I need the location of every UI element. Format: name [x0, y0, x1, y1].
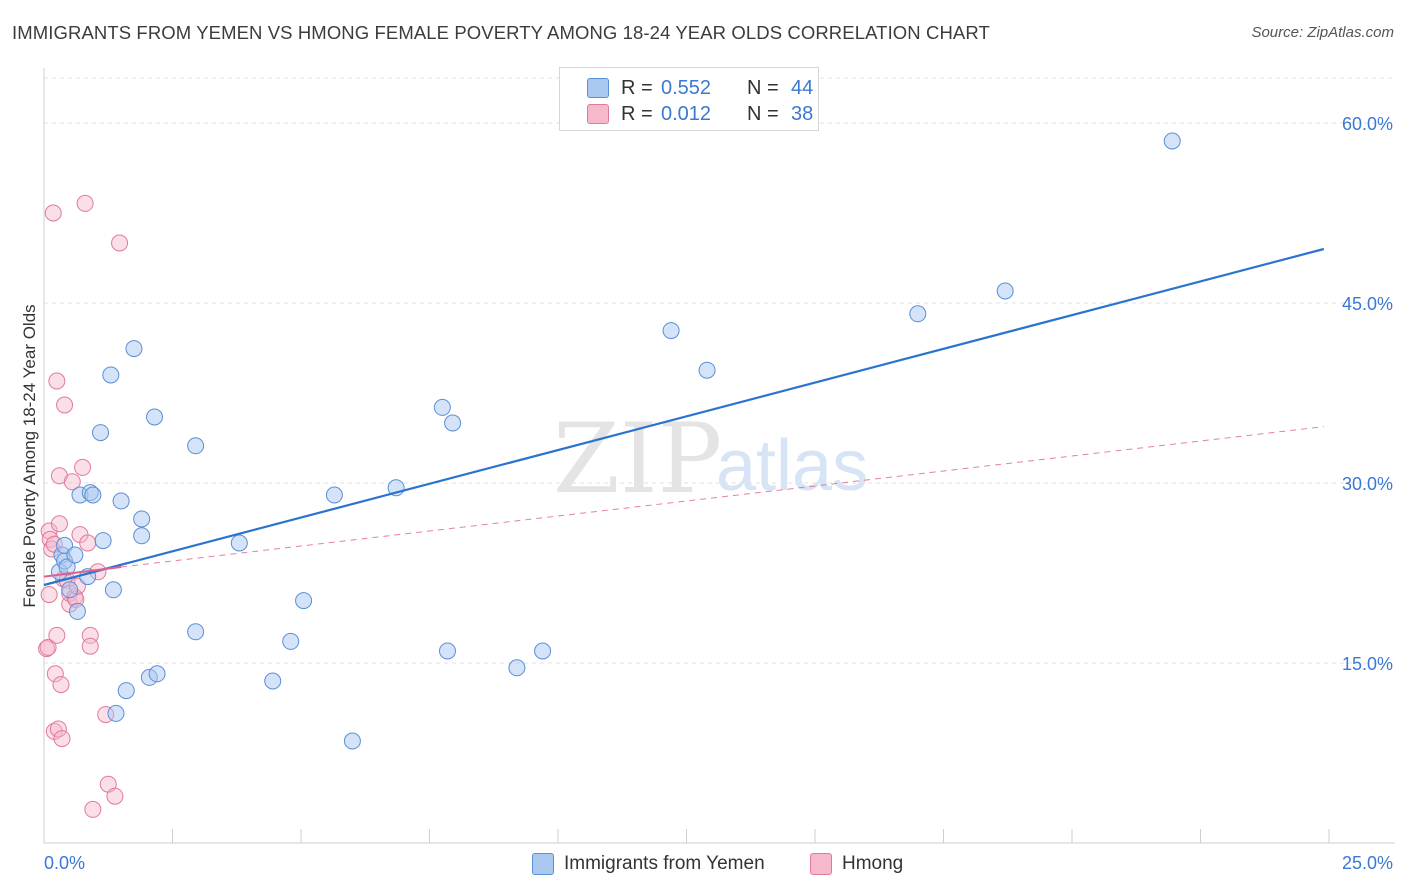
yemen-point	[94, 532, 112, 550]
yemen-point	[438, 642, 456, 660]
yemen-trend-line	[43, 247, 1325, 587]
bottom-legend-hmong: Hmong	[810, 852, 903, 876]
legend-r-value: 0.552	[661, 76, 712, 99]
hmong-point	[106, 787, 124, 805]
yemen-point	[282, 632, 300, 650]
yemen-point	[68, 602, 86, 620]
hmong-point	[53, 730, 71, 748]
chart-title: IMMIGRANTS FROM YEMEN VS HMONG FEMALE PO…	[12, 22, 990, 43]
yemen-point	[125, 340, 143, 358]
hmong-point	[81, 637, 99, 655]
legend-n-value: 38	[791, 102, 814, 125]
legend-n-label: N =	[747, 102, 779, 125]
hmong-point	[46, 665, 64, 683]
source-credit: Source: ZipAtlas.com	[1251, 24, 1394, 41]
yemen-point	[66, 546, 84, 564]
yemen-point	[508, 659, 526, 677]
yemen-point	[444, 414, 462, 432]
watermark-atlas: atlas	[716, 426, 868, 506]
yemen-point	[230, 534, 248, 552]
yemen-point	[117, 682, 135, 700]
x-tick-label-start: 0.0%	[44, 853, 85, 873]
legend-r-label: R =	[621, 76, 653, 99]
hmong-point	[79, 534, 97, 552]
yemen-point	[264, 672, 282, 690]
hmong-point	[48, 626, 66, 644]
y-tick-label: 45.0%	[1342, 294, 1393, 314]
legend-row-yemen: R = 0.552 N = 44	[560, 75, 813, 101]
hmong-point	[76, 194, 94, 212]
yemen-point	[433, 398, 451, 416]
yemen-point	[148, 665, 166, 683]
bottom-legend-swatch-yemen	[532, 853, 554, 875]
gridlines	[44, 77, 1395, 664]
yemen-point	[698, 361, 716, 379]
hmong-point	[111, 234, 129, 252]
x-tick-label-end: 25.0%	[1342, 853, 1393, 873]
yemen-point	[295, 592, 313, 610]
y-tick-label: 30.0%	[1342, 474, 1393, 494]
data-points	[38, 132, 1325, 818]
yemen-point	[133, 527, 151, 545]
legend-r-label: R =	[621, 102, 653, 125]
legend-n-label: N =	[747, 76, 779, 99]
tick-labels: 15.0% 30.0% 45.0% 60.0% 0.0% 25.0%	[44, 114, 1393, 873]
hmong-point	[44, 204, 62, 222]
trend-lines	[121, 426, 1324, 568]
legend-n-value: 44	[791, 76, 814, 99]
hmong-point	[50, 515, 68, 533]
yemen-point	[92, 424, 110, 442]
legend-swatch-hmong	[587, 104, 609, 124]
hmong-point	[52, 676, 70, 694]
yemen-point	[107, 704, 125, 722]
bottom-legend-label-hmong: Hmong	[842, 853, 904, 874]
yemen-point	[534, 642, 552, 660]
yemen-point	[325, 486, 343, 504]
yemen-point	[909, 305, 927, 323]
yemen-point	[102, 366, 120, 384]
hmong-point	[49, 720, 67, 738]
bottom-legend-yemen: Immigrants from Yemen	[532, 852, 765, 876]
yemen-point	[1163, 132, 1181, 150]
bottom-legend-swatch-hmong	[810, 853, 832, 875]
hmong-point	[56, 396, 74, 414]
yemen-point	[112, 492, 130, 510]
hmong-point	[84, 800, 102, 818]
hmong-point	[40, 586, 58, 604]
bottom-legend-label-yemen: Immigrants from Yemen	[564, 853, 765, 874]
hmong-point	[48, 372, 66, 390]
legend-row-hmong: R = 0.012 N = 38	[560, 101, 813, 127]
yemen-point	[146, 408, 164, 426]
yemen-point	[58, 558, 76, 576]
legend-swatch-yemen	[587, 78, 609, 98]
yemen-point	[662, 322, 680, 340]
y-tick-label: 60.0%	[1342, 114, 1393, 134]
hmong-point	[39, 638, 57, 656]
hmong-trend-line-dashed	[121, 426, 1324, 568]
y-tick-label: 15.0%	[1342, 654, 1393, 674]
correlation-legend: R = 0.552 N = 44 R = 0.012 N = 38	[559, 67, 819, 131]
yemen-point	[61, 581, 79, 599]
yemen-point	[84, 486, 102, 504]
yemen-point	[104, 581, 122, 599]
watermark-zip: ZIP	[553, 403, 722, 515]
yemen-point	[996, 282, 1014, 300]
yemen-point	[187, 437, 205, 455]
yemen-point	[187, 623, 205, 641]
hmong-trend-line-solid	[43, 566, 122, 578]
hmong-point	[74, 458, 92, 476]
axes	[43, 68, 1395, 844]
y-axis-label: Female Poverty Among 18-24 Year Olds	[20, 304, 39, 608]
legend-r-value: 0.012	[661, 102, 712, 125]
watermark: ZIP atlas	[553, 403, 868, 515]
hmong-point	[63, 473, 81, 491]
yemen-point	[343, 732, 361, 750]
yemen-point	[133, 510, 151, 528]
